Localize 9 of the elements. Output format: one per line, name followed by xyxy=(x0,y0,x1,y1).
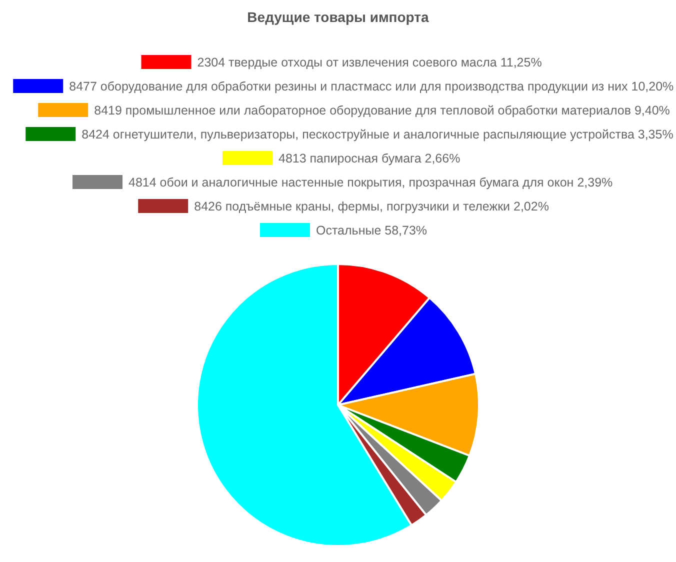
legend-label: 2304 твердые отходы от извлечения соевого масла 11,25% xyxy=(197,56,542,70)
legend-label: 4814 обои и аналогичные настенные покрытия, прозрачная бумага для окон 2,39% xyxy=(128,176,613,190)
legend-label: 4813 папиросная бумага 2,66% xyxy=(278,152,460,166)
legend-label: 8477 оборудование для обработки резины и пластмасс или для производства продукции из них 10,20% xyxy=(69,80,674,94)
legend-label: 8419 промышленное или лабораторное оборудование для тепловой обработки материалов 9,40% xyxy=(94,104,670,118)
legend-label: Остальные 58,73% xyxy=(316,224,428,238)
legend-label: 8424 огнетушители, пульверизаторы, пескоструйные и аналогичные распыляющие устройства 3,35% xyxy=(82,128,674,142)
legend-label: 8426 подъёмные краны, фермы, погрузчики и тележки 2,02% xyxy=(194,200,549,214)
chart-title: Ведущие товары импорта xyxy=(247,9,430,25)
